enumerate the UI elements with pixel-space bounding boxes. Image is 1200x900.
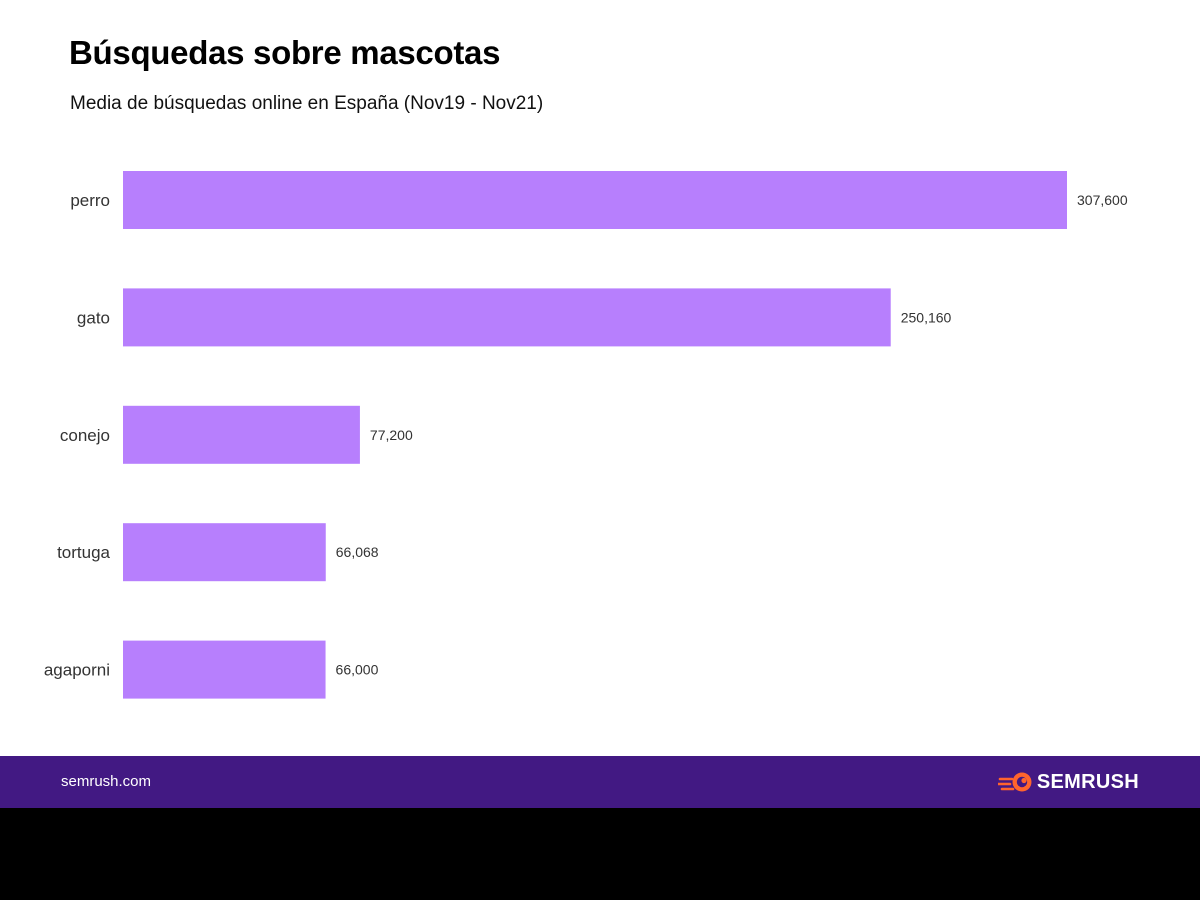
bar-conejo <box>123 405 360 464</box>
category-label-conejo: conejo <box>60 426 110 445</box>
bar-agaporni <box>123 640 326 699</box>
category-label-tortuga: tortuga <box>57 543 110 562</box>
brand-name: SEMRUSH <box>1036 770 1139 793</box>
brand-logo: SEMRUSH <box>997 769 1139 795</box>
semrush-logo-icon <box>997 772 1032 792</box>
bottom-band <box>0 808 1200 900</box>
bar-gato <box>123 288 891 347</box>
value-label-conejo: 77,200 <box>370 427 413 443</box>
value-label-gato: 250,160 <box>901 309 952 325</box>
footer-bar: semrush.com SEMRUSH <box>0 756 1200 808</box>
bar-perro <box>123 171 1067 229</box>
value-label-agaporni: 66,000 <box>336 662 379 678</box>
category-label-perro: perro <box>70 191 110 210</box>
bar-chart: perro 307,600 gato 250,160 conejo 77,200 tortu… <box>44 171 1128 699</box>
page-subtitle: Media de búsquedas online en España (Nov… <box>70 93 544 114</box>
infographic-page: Búsquedas sobre mascotas Media de búsque… <box>0 0 1200 808</box>
category-label-agaporni: agaporni <box>44 661 110 680</box>
page-title: Búsquedas sobre mascotas <box>69 34 501 71</box>
footer-url[interactable]: semrush.com <box>61 773 152 790</box>
bar-tortuga <box>123 523 326 582</box>
category-label-gato: gato <box>77 308 110 327</box>
value-label-tortuga: 66,068 <box>336 544 379 560</box>
value-label-perro: 307,600 <box>1077 192 1128 208</box>
